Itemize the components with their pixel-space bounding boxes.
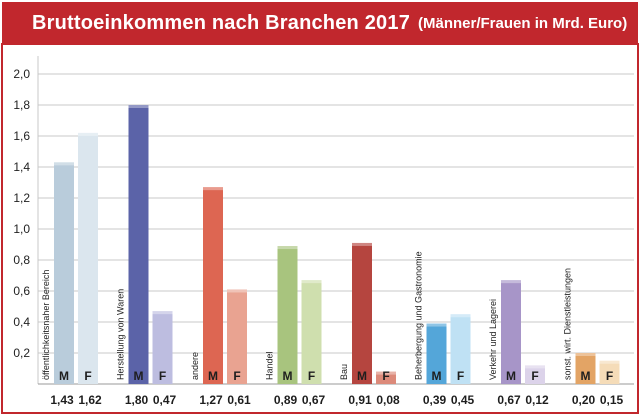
bar-M-5	[352, 242, 372, 384]
value-label: 0,12	[525, 393, 549, 407]
category-label: andere	[190, 352, 200, 380]
value-label: 0,39	[423, 393, 447, 407]
y-tick-label: 0,8	[13, 253, 30, 267]
bar-F-8	[599, 360, 620, 384]
bar-series-label: M	[59, 369, 69, 383]
y-tick-label: 1,6	[13, 129, 30, 143]
bar-highlight	[525, 365, 545, 369]
category-label: sonst. wirt. Dienstleistungen	[563, 268, 573, 380]
y-tick-label: 2,0	[13, 67, 30, 81]
bar-highlight	[426, 323, 447, 327]
value-label: 0,89	[274, 393, 298, 407]
bar-highlight	[78, 132, 98, 136]
bar-highlight	[128, 105, 149, 108]
bar-highlight	[450, 314, 471, 318]
bar-series-label: F	[159, 369, 166, 383]
bar-F-6	[450, 314, 471, 384]
y-tick-label: 1,2	[13, 191, 30, 205]
bar-series-label: M	[581, 369, 591, 383]
bar-M-7	[501, 280, 521, 384]
bar-highlight	[575, 353, 596, 356]
bar-series-label: F	[457, 369, 464, 383]
value-label: 0,91	[348, 393, 372, 407]
plot-frame	[1, 43, 639, 414]
bar-series-label: M	[357, 369, 367, 383]
bar-F-2	[152, 311, 173, 384]
bar-F-4	[301, 280, 322, 384]
value-label: 0,45	[451, 393, 475, 407]
bar-series-label: F	[308, 369, 315, 383]
bar-series-label: M	[134, 369, 144, 383]
bar-F-3	[227, 289, 247, 384]
y-tick-label: 1,0	[13, 222, 30, 236]
bar-highlight	[352, 242, 372, 246]
y-tick-label: 0,2	[13, 346, 30, 360]
bar-series-label: M	[506, 369, 516, 383]
category-label: Handel	[265, 351, 275, 380]
bar-M-4	[277, 246, 298, 384]
value-label: 1,43	[50, 393, 74, 407]
y-tick-label: 1,8	[13, 98, 30, 112]
bar-series-label: M	[283, 369, 293, 383]
bar-F-5	[376, 371, 396, 384]
title-bar: Bruttoeinkommen nach Branchen 2017 (Männ…	[2, 2, 638, 44]
bar-highlight	[54, 162, 74, 166]
y-tick-label: 0,4	[13, 315, 30, 329]
value-label: 0,47	[153, 393, 177, 407]
category-label: Beherbergung und Gastronomie	[414, 251, 424, 380]
bar-highlight	[301, 280, 322, 284]
bar-F-1	[78, 132, 98, 384]
value-label: 0,15	[600, 393, 624, 407]
bar-M-6	[426, 323, 447, 384]
bar-series-label: F	[382, 369, 389, 383]
bar-highlight	[501, 280, 521, 284]
bar-M-1	[54, 162, 74, 384]
bar-series-label: F	[233, 369, 240, 383]
value-label: 1,62	[78, 393, 102, 407]
bar-highlight	[152, 311, 173, 315]
bar-F-7	[525, 365, 545, 384]
bar-highlight	[376, 371, 396, 375]
value-label: 0,67	[302, 393, 326, 407]
category-label: Verkehr und Lagerei	[488, 299, 498, 380]
y-tick-label: 0,6	[13, 284, 30, 298]
category-label: Herstellung von Waren	[116, 289, 126, 380]
value-label: 1,27	[199, 393, 223, 407]
bar-M-2	[128, 105, 149, 384]
bar-series-label: F	[531, 369, 538, 383]
chart-subtitle: (Männer/Frauen in Mrd. Euro)	[418, 14, 628, 32]
bar-M-3	[203, 187, 223, 384]
value-label: 0,61	[227, 393, 251, 407]
bar-series-label: F	[606, 369, 613, 383]
bar-highlight	[277, 246, 298, 250]
bar-series-label: F	[84, 369, 91, 383]
category-label: Bau	[339, 364, 349, 380]
bar-highlight	[599, 360, 620, 364]
bar-M-8	[575, 353, 596, 384]
value-label: 0,67	[497, 393, 521, 407]
value-label: 0,20	[572, 393, 596, 407]
value-label: 0,08	[376, 393, 400, 407]
bar-series-label: M	[432, 369, 442, 383]
bar-highlight	[203, 187, 223, 191]
value-label: 1,80	[125, 393, 149, 407]
y-tick-label: 1,4	[13, 160, 30, 174]
chart-title: Bruttoeinkommen nach Branchen 2017	[32, 11, 411, 34]
category-label: öffentlichkeitsnaher Bereich	[41, 270, 51, 380]
bar-series-label: M	[208, 369, 218, 383]
bar-highlight	[227, 289, 247, 293]
